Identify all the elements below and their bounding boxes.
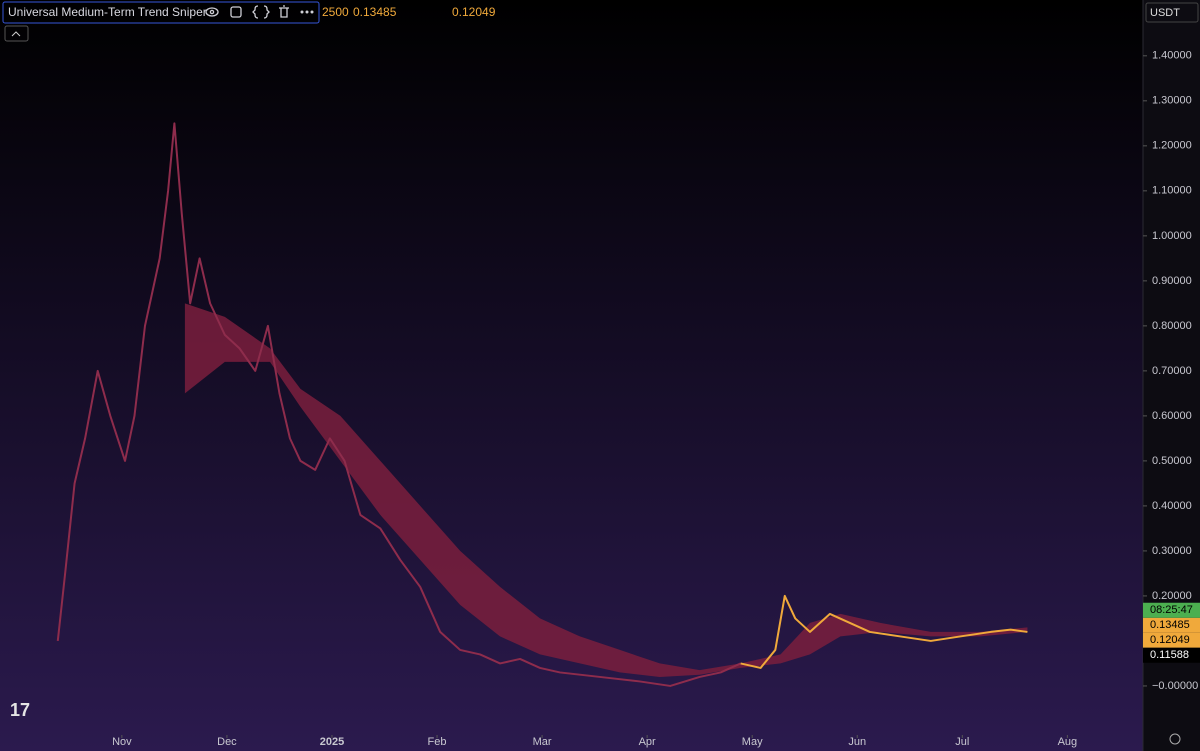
countdown: 08:25:47 xyxy=(1150,604,1193,616)
y-tick-label: 0.40000 xyxy=(1152,500,1192,512)
price-label: 0.13485 xyxy=(1150,619,1190,631)
x-tick-label: 2025 xyxy=(320,736,344,748)
logo: 17 xyxy=(10,700,30,720)
price-label: 0.11588 xyxy=(1150,649,1189,661)
price-label-box xyxy=(1143,647,1200,663)
y-tick-label: −0.00000 xyxy=(1152,680,1198,692)
header-value: 0.12049 xyxy=(452,5,496,19)
x-tick-label: May xyxy=(742,736,763,748)
currency-box[interactable] xyxy=(1145,2,1199,23)
y-tick-label: 1.40000 xyxy=(1152,50,1192,62)
header-value: 0.13485 xyxy=(353,5,397,19)
indicator-box[interactable] xyxy=(2,1,320,24)
y-tick-label: 1.20000 xyxy=(1152,140,1192,152)
x-tick-label: Jun xyxy=(848,736,866,748)
y-tick-label: 0.60000 xyxy=(1152,410,1192,422)
x-tick-label: Mar xyxy=(533,736,552,748)
y-tick-label: 0.20000 xyxy=(1152,590,1192,602)
collapse-icon xyxy=(11,31,21,37)
price-line xyxy=(740,594,1028,669)
y-tick-label: 0.50000 xyxy=(1152,455,1192,467)
price-line xyxy=(56,122,742,687)
header-value: 2500 xyxy=(322,5,349,19)
y-tick-label: 0.70000 xyxy=(1152,365,1192,377)
indicator-icons[interactable] xyxy=(205,5,289,19)
more-icon[interactable] xyxy=(300,10,314,14)
settings-icon[interactable] xyxy=(1169,733,1181,745)
price-label-box xyxy=(1143,632,1200,648)
x-tick-label: Aug xyxy=(1058,736,1078,748)
y-tick-label: 1.30000 xyxy=(1152,95,1192,107)
x-tick-label: Jul xyxy=(955,736,969,748)
countdown-box xyxy=(1143,602,1200,618)
price-label: 0.12049 xyxy=(1150,634,1190,646)
x-tick-label: Feb xyxy=(428,736,447,748)
x-tick-label: Apr xyxy=(639,736,656,748)
price-label-box xyxy=(1143,617,1200,633)
y-tick-label: 1.00000 xyxy=(1152,230,1192,242)
currency: USDT xyxy=(1150,7,1180,19)
y-tick-label: 0.90000 xyxy=(1152,275,1192,287)
x-tick-label: Dec xyxy=(217,736,237,748)
y-tick-label: 0.30000 xyxy=(1152,545,1192,557)
y-tick-label: 0.80000 xyxy=(1152,320,1192,332)
y-tick-label: 1.10000 xyxy=(1152,185,1192,197)
x-tick-label: Nov xyxy=(112,736,132,748)
collapse-button[interactable] xyxy=(4,25,29,42)
indicator-name: Universal Medium-Term Trend Sniper xyxy=(8,5,207,19)
